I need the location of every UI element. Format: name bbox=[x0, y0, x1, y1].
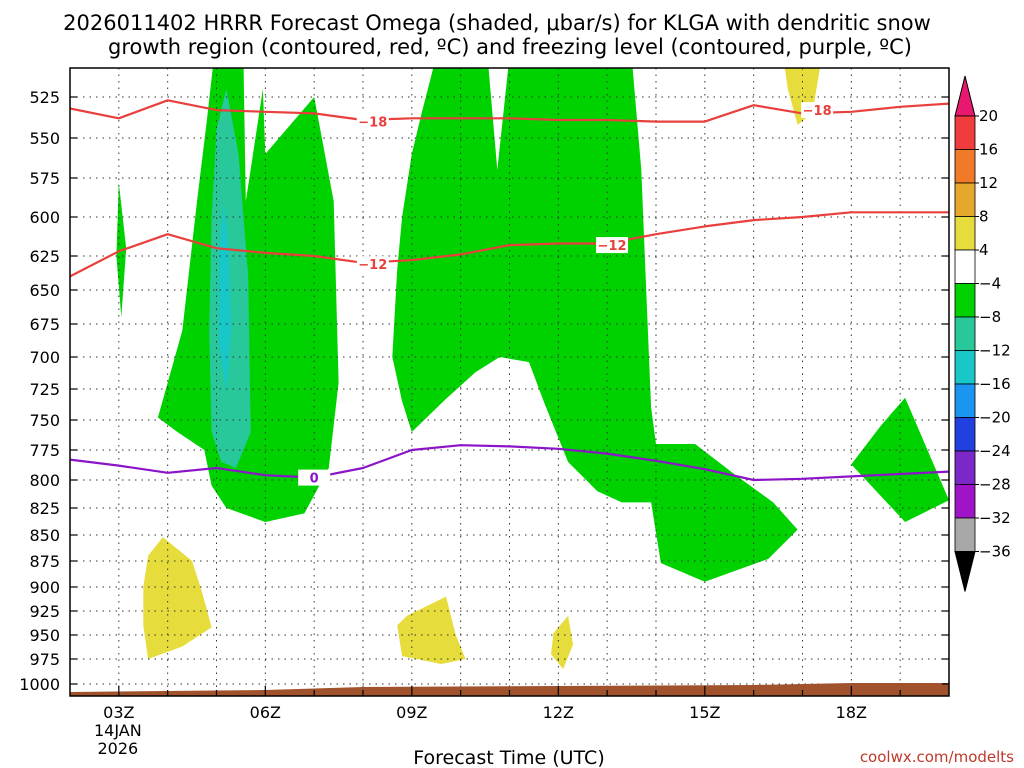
colorbar-label: 12 bbox=[979, 174, 998, 192]
omega-minus4-center bbox=[392, 68, 798, 582]
dgz-minus12-label: −12 bbox=[598, 239, 627, 254]
y-tick-label: 750 bbox=[29, 411, 60, 430]
colorbar-label: −8 bbox=[979, 308, 1001, 326]
y-tick-label: 700 bbox=[29, 348, 60, 367]
grid-layer bbox=[70, 68, 949, 696]
x-tick-sublabel: 2026 bbox=[97, 739, 138, 758]
colorbar-swatch bbox=[954, 249, 976, 284]
dgz-minus12-label-bg bbox=[596, 237, 629, 254]
colorbar-swatch bbox=[954, 450, 976, 485]
omega-plus4-lower-mid bbox=[397, 596, 466, 664]
colorbar-label: −4 bbox=[979, 275, 1001, 293]
y-tick-label: 600 bbox=[29, 208, 60, 227]
x-tick-label: 12Z bbox=[543, 703, 574, 722]
x-tick-label: 06Z bbox=[250, 703, 281, 722]
dgz-minus18-label: −18 bbox=[803, 104, 832, 119]
terrain-surface bbox=[70, 683, 949, 696]
omega-shading-layer bbox=[116, 68, 949, 669]
y-tick-label: 950 bbox=[29, 626, 60, 645]
chart-title-line-2: growth region (contoured, red, ºC) and f… bbox=[108, 35, 912, 59]
colorbar: 20 16 12 8 4 −4 −8 −12 −16 −20 −24 −28 −32 −36 bbox=[954, 75, 1011, 592]
y-tick-label: 875 bbox=[29, 552, 60, 571]
y-tick-label: 800 bbox=[29, 471, 60, 490]
y-tick-label: 925 bbox=[29, 602, 60, 621]
y-axis: 525 550 575 600 625 650 675 700 725 750 775 800 825 8… bbox=[19, 88, 949, 694]
y-tick-label: 850 bbox=[29, 526, 60, 545]
dgz-minus18-label-bg bbox=[356, 113, 389, 130]
y-tick-label: 525 bbox=[29, 88, 60, 107]
freezing-level-0-label-bg bbox=[298, 469, 331, 486]
colorbar-swatch bbox=[954, 316, 976, 351]
colorbar-label: 16 bbox=[979, 141, 998, 159]
omega-plus4-lower-east bbox=[551, 615, 573, 669]
y-tick-label: 675 bbox=[29, 315, 60, 334]
colorbar-label: 4 bbox=[979, 241, 989, 259]
colorbar-swatch bbox=[954, 350, 976, 385]
y-tick-label: 900 bbox=[29, 578, 60, 597]
colorbar-label: −28 bbox=[979, 476, 1011, 494]
omega-minus4-east bbox=[851, 397, 949, 522]
colorbar-swatch bbox=[954, 216, 976, 251]
x-axis-title: Forecast Time (UTC) bbox=[413, 747, 604, 768]
colorbar-swatch bbox=[954, 115, 976, 150]
terrain-layer bbox=[70, 683, 949, 696]
credit-text: coolwx.com/modelts bbox=[860, 748, 1014, 766]
x-tick-label: 15Z bbox=[689, 703, 720, 722]
colorbar-label: −16 bbox=[979, 375, 1011, 393]
y-tick-label: 725 bbox=[29, 380, 60, 399]
colorbar-swatch bbox=[954, 149, 976, 184]
dgz-minus12-label-bg bbox=[356, 256, 389, 273]
x-tick-label: 09Z bbox=[396, 703, 427, 722]
dgz-minus12-label: −12 bbox=[358, 258, 387, 273]
colorbar-swatch bbox=[954, 383, 976, 418]
colorbar-bottom-triangle bbox=[954, 551, 976, 592]
y-tick-label: 550 bbox=[29, 129, 60, 148]
y-tick-label: 1000 bbox=[19, 675, 60, 694]
x-tick-label: 03Z bbox=[103, 703, 134, 722]
dgz-minus18-label-bg bbox=[801, 102, 834, 119]
x-tick-sublabel: 14JAN bbox=[94, 721, 142, 740]
omega-minus8-west bbox=[209, 88, 251, 469]
colorbar-top-triangle bbox=[954, 75, 976, 117]
omega-plus4-lower-west bbox=[143, 537, 212, 659]
colorbar-swatch bbox=[954, 517, 976, 552]
y-tick-label: 575 bbox=[29, 169, 60, 188]
chart-title-line-1: 2026011402 HRRR Forecast Omega (shaded, … bbox=[63, 11, 931, 35]
freezing-level-0-label: 0 bbox=[310, 472, 319, 487]
dgz-minus12-line bbox=[70, 211, 949, 278]
colorbar-swatch bbox=[954, 182, 976, 217]
colorbar-label: −12 bbox=[979, 342, 1011, 360]
y-tick-label: 775 bbox=[29, 441, 60, 460]
colorbar-swatch bbox=[954, 417, 976, 452]
freezing-level-0-line bbox=[70, 444, 949, 482]
x-tick-label: 18Z bbox=[836, 703, 867, 722]
colorbar-label: −20 bbox=[979, 409, 1011, 427]
dgz-minus18-label: −18 bbox=[358, 116, 387, 131]
y-tick-label: 650 bbox=[29, 281, 60, 300]
colorbar-swatch bbox=[954, 283, 976, 318]
colorbar-label: 20 bbox=[979, 107, 998, 125]
colorbar-swatch bbox=[954, 484, 976, 519]
colorbar-label: −36 bbox=[979, 543, 1011, 561]
y-tick-label: 825 bbox=[29, 499, 60, 518]
colorbar-label: −32 bbox=[979, 509, 1011, 527]
colorbar-label: 8 bbox=[979, 208, 989, 226]
y-tick-label: 975 bbox=[29, 650, 60, 669]
y-tick-label: 625 bbox=[29, 247, 60, 266]
contour-label-layer: −18 −18 −12 −12 0 bbox=[298, 102, 834, 487]
colorbar-label: −24 bbox=[979, 442, 1011, 460]
